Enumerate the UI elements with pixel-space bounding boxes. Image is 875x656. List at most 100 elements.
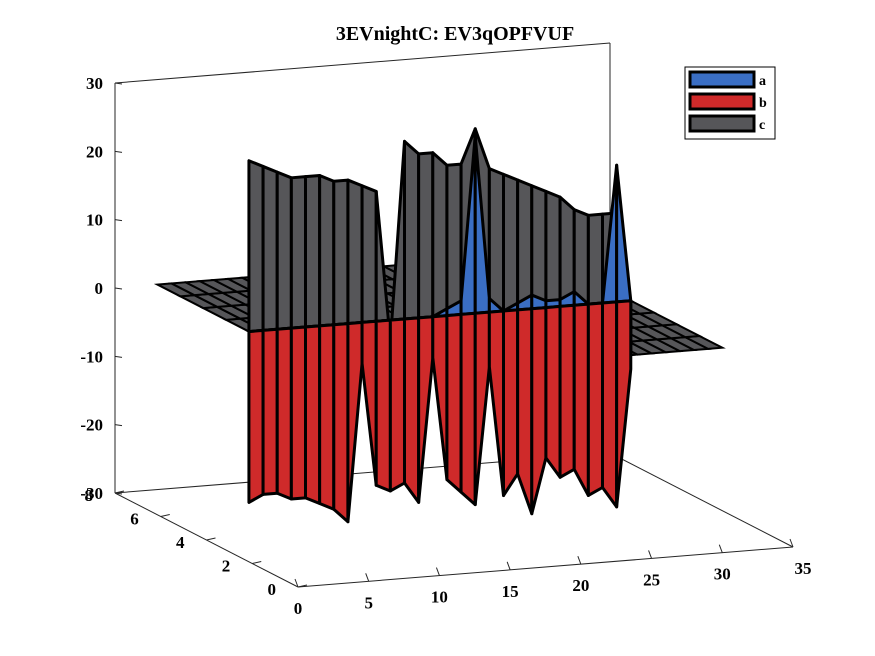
x-tick-mark xyxy=(648,550,653,559)
series-b-segment xyxy=(530,306,548,516)
series-b-segment xyxy=(304,324,322,506)
y-tick-label: 2 xyxy=(222,557,231,576)
series-c-segment xyxy=(261,164,279,332)
legend-label-c: c xyxy=(759,118,765,133)
legend-label-a: a xyxy=(759,74,766,89)
series-b-segment xyxy=(445,312,463,494)
series-c-segment xyxy=(403,139,421,321)
y-tick-mark xyxy=(206,537,216,541)
series-b-segment xyxy=(615,299,633,509)
z-tick-label: -10 xyxy=(80,347,103,366)
x-tick-label: 30 xyxy=(714,565,731,584)
legend-swatch-b xyxy=(688,92,756,111)
x-tick-label: 15 xyxy=(502,582,519,601)
series-c-segment xyxy=(289,175,307,330)
y-tick-label: 0 xyxy=(268,580,277,599)
series-c-segment xyxy=(332,178,350,327)
z-tick-label: 0 xyxy=(95,279,104,298)
legend: abc xyxy=(684,66,776,140)
series-c-segment xyxy=(431,151,449,319)
x-tick-mark xyxy=(365,573,370,582)
z-tick-label: 10 xyxy=(86,211,103,230)
series-b-segment xyxy=(332,322,350,524)
series-b-segment xyxy=(346,320,364,524)
series-b-segment xyxy=(403,316,421,504)
series-c-segment xyxy=(360,184,378,324)
series-b-segment xyxy=(289,325,307,501)
series-b-segment xyxy=(374,318,392,493)
series-b-segment xyxy=(586,301,604,497)
series-c-segment xyxy=(304,174,322,329)
z-tick-label: -20 xyxy=(80,416,103,435)
x-tick-label: 0 xyxy=(294,599,303,618)
back-top-edge xyxy=(114,42,611,84)
x-tick-mark xyxy=(294,578,299,588)
series-c-segment xyxy=(572,208,590,307)
x-tick-mark xyxy=(577,555,582,565)
series-b-segment xyxy=(388,317,406,493)
series-c-segment xyxy=(544,189,562,310)
legend-label-b: b xyxy=(759,96,767,111)
series-b-segment xyxy=(360,319,378,487)
series-c-segment xyxy=(487,167,505,314)
series-c-segment xyxy=(346,178,364,326)
series-b-segment xyxy=(487,309,505,497)
series-b-segment xyxy=(601,300,619,509)
y-tick-label: 6 xyxy=(130,510,139,529)
x-tick-mark xyxy=(506,561,511,571)
y-tick-mark xyxy=(160,514,170,517)
series-b-segment xyxy=(473,310,491,507)
series-c-segment xyxy=(558,195,576,308)
series-c-segment xyxy=(530,184,548,311)
z-tick-label: 20 xyxy=(86,142,103,161)
series-b-segment xyxy=(502,308,520,497)
z-tick-label: 30 xyxy=(86,74,103,93)
series-b-segment xyxy=(544,304,562,479)
series-c-segment xyxy=(516,178,534,312)
x-tick-mark xyxy=(789,538,794,548)
x-tick-label: 20 xyxy=(572,576,589,595)
y-tick-mark xyxy=(114,490,125,494)
series-b-segment xyxy=(459,311,477,507)
series-b-segment xyxy=(572,302,590,497)
z-tick-mark xyxy=(114,287,123,290)
z-tick-mark xyxy=(114,424,123,427)
y-tick-label: 4 xyxy=(176,533,185,552)
series-b-segment xyxy=(417,315,435,504)
right-floor-edge xyxy=(609,452,794,548)
z-tick-mark xyxy=(114,219,123,222)
series-c-segment xyxy=(502,172,520,313)
series-c-segment xyxy=(247,159,265,334)
y-tick-mark xyxy=(252,561,262,564)
series-b-segment xyxy=(247,328,265,504)
series-c-segment xyxy=(586,212,604,306)
legend-swatch-c xyxy=(688,114,756,133)
series-c-segment xyxy=(445,162,463,318)
series-c-segment xyxy=(275,170,293,331)
z-tick-mark xyxy=(114,82,123,85)
series-b-segment xyxy=(516,307,534,516)
x-tick-label: 35 xyxy=(795,559,812,578)
z-tick-label: -30 xyxy=(80,484,103,503)
chart-marks xyxy=(153,127,726,524)
x-tick-label: 25 xyxy=(643,570,660,589)
series-c-segment xyxy=(388,139,406,343)
x-tick-label: 10 xyxy=(431,588,448,607)
x-axis-line xyxy=(297,546,794,588)
z-tick-mark xyxy=(114,355,123,358)
series-b-segment xyxy=(275,326,293,501)
series-b-segment xyxy=(431,314,449,482)
series-b-segment xyxy=(318,323,336,511)
x-tick-label: 5 xyxy=(364,593,373,612)
axis-ticks: -30 -20 -10 0 10 20 30 0 5 10 15 20 25 30 35 0 2 4 6 8 xyxy=(80,74,811,618)
y-tick-mark xyxy=(297,584,308,588)
legend-swatch-a xyxy=(688,70,756,89)
z-tick-mark xyxy=(114,150,123,153)
series-b-segment xyxy=(558,303,576,479)
x-tick-mark xyxy=(718,544,723,553)
series-c-segment xyxy=(417,151,435,320)
series-a-segment xyxy=(615,163,633,304)
y-tick-label: 8 xyxy=(85,486,94,505)
series-b-segment xyxy=(261,327,279,496)
